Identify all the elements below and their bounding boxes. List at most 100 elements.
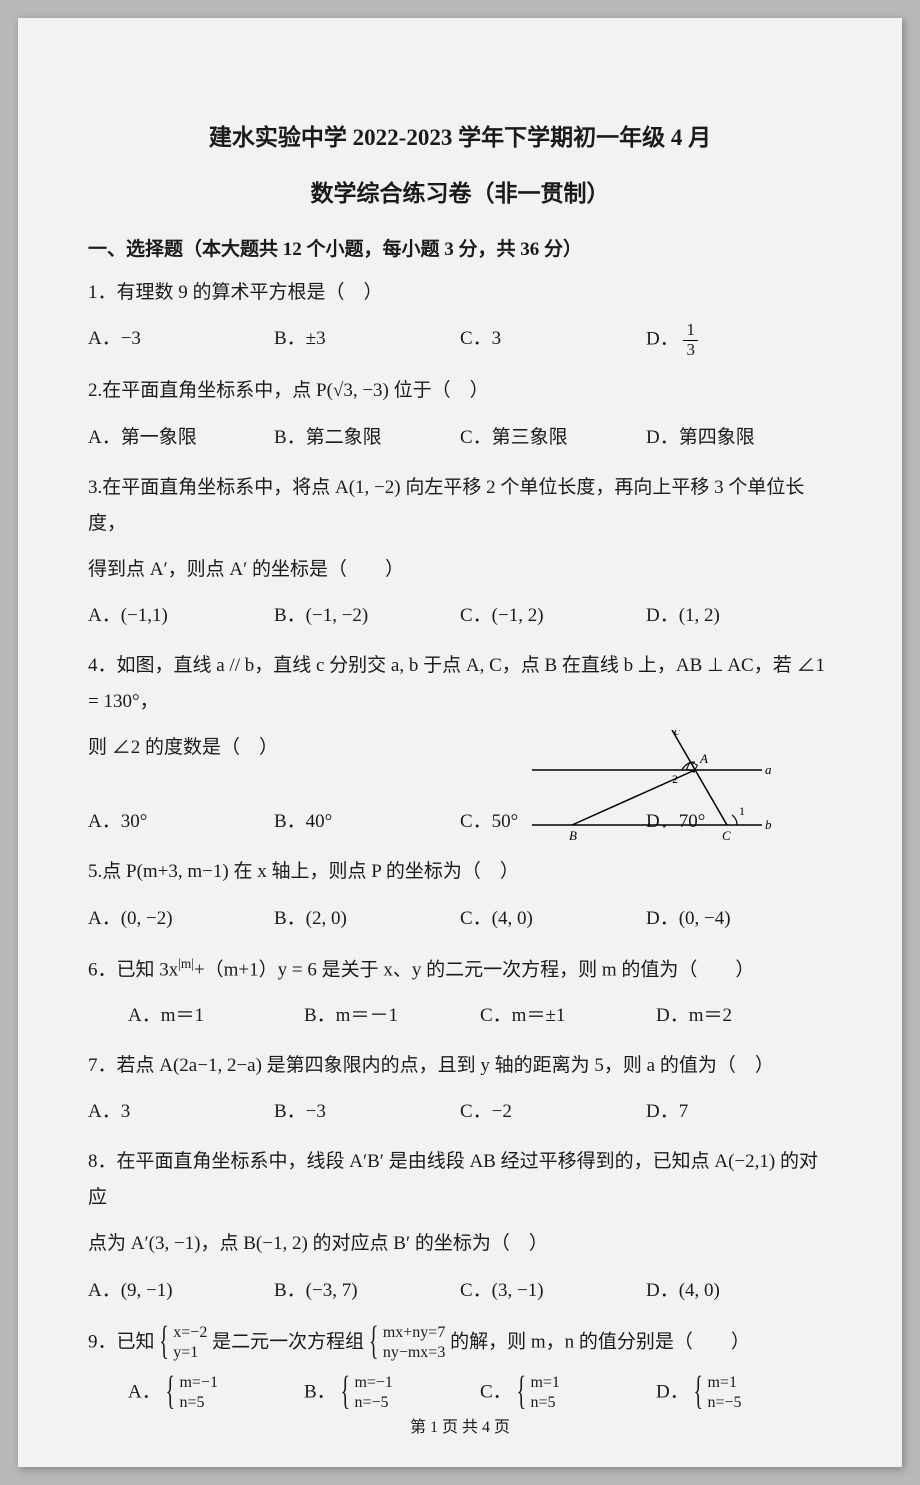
q4-diagram: c A a 2 B C b 1 <box>522 730 772 845</box>
q9-c-r1: m=1 <box>530 1373 559 1393</box>
page-subtitle: 数学综合练习卷（非一贯制） <box>88 174 832 208</box>
q4-stem1: 4．如图，直线 a // b，直线 c 分别交 a, b 于点 A, C，点 B… <box>88 648 832 720</box>
q9-c-pre: C． <box>480 1381 512 1402</box>
q3-stem1: 3.在平面直角坐标系中，将点 A(1, −2) 向左平移 2 个单位长度，再向上… <box>88 470 832 542</box>
q7-opt-c: C．−2 <box>460 1094 646 1130</box>
q8-opt-b: B．(−3, 7) <box>274 1273 460 1309</box>
q1-opt-a: A．−3 <box>88 321 274 359</box>
q9-b-sys: m=−1 n=−5 <box>340 1373 393 1413</box>
q2-opt-d: D．第四象限 <box>646 420 832 456</box>
q1-d-prefix: D． <box>646 329 679 350</box>
q9-sys2: mx+ny=7 ny−mx=3 <box>369 1323 446 1363</box>
page-footer: 第 1 页 共 4 页 <box>18 1413 902 1437</box>
q5-opt-d: D．(0, −4) <box>646 901 832 937</box>
q6-opt-b: B．m＝－1 <box>304 998 480 1034</box>
fraction: 1 3 <box>683 321 698 359</box>
q9-b-r2: n=−5 <box>354 1393 393 1413</box>
q9-d-r1: m=1 <box>707 1373 741 1393</box>
q9-stem: 9．已知 x=−2 y=1 是二元一次方程组 mx+ny=7 ny−mx=3 的… <box>88 1323 832 1363</box>
q9-d-r2: n=−5 <box>707 1393 741 1413</box>
section-heading: 一、选择题（本大题共 12 个小题，每小题 3 分，共 36 分） <box>88 234 832 261</box>
q9-sys1-a: x=−2 <box>173 1323 207 1343</box>
q6-post: +（m+1）y = 6 是关于 x、y 的二元一次方程，则 m 的值为（ ） <box>194 959 754 980</box>
q4-opt-b: B．40° <box>274 804 460 840</box>
q1-opt-c: C．3 <box>460 321 646 359</box>
q3-opt-b: B．(−1, −2) <box>274 598 460 634</box>
page-title: 建水实验中学 2022-2023 学年下学期初一年级 4 月 <box>88 118 832 152</box>
q9-d-pre: D． <box>656 1381 689 1402</box>
q9-sys1-b: y=1 <box>173 1343 207 1363</box>
q9-b-pre: B． <box>304 1381 336 1402</box>
q8-options: A．(9, −1) B．(−3, 7) C．(3, −1) D．(4, 0) <box>88 1273 832 1309</box>
q6-opt-a: A．m＝1 <box>88 998 304 1034</box>
q3-options: A．(−1,1) B．(−1, −2) C．(−1, 2) D．(1, 2) <box>88 598 832 634</box>
q9-opt-b: B． m=−1 n=−5 <box>304 1373 480 1413</box>
q6-stem: 6．已知 3x|m|+（m+1）y = 6 是关于 x、y 的二元一次方程，则 … <box>88 951 832 988</box>
q2-opt-b: B．第二象限 <box>274 420 460 456</box>
q5-opt-b: B．(2, 0) <box>274 901 460 937</box>
q9-sys2-a: mx+ny=7 <box>383 1323 446 1343</box>
label-B: B <box>569 828 577 843</box>
q8-opt-d: D．(4, 0) <box>646 1273 832 1309</box>
q9-c-sys: m=1 n=5 <box>516 1373 559 1413</box>
q4-opt-a: A．30° <box>88 804 274 840</box>
q9-opt-c: C． m=1 n=5 <box>480 1373 656 1413</box>
label-c: c <box>674 730 680 738</box>
q1-opt-d: D． 1 3 <box>646 321 832 359</box>
q6-pre: 6．已知 3x <box>88 959 178 980</box>
q9-a-r2: n=5 <box>179 1393 218 1413</box>
q6-options: A．m＝1 B．m＝－1 C．m＝±1 D．m＝2 <box>88 998 832 1034</box>
q1-stem: 1．有理数 9 的算术平方根是（ ） <box>88 275 832 311</box>
q9-a-r1: m=−1 <box>179 1373 218 1393</box>
q7-opt-b: B．−3 <box>274 1094 460 1130</box>
label-b: b <box>765 817 772 832</box>
q9-d-sys: m=1 n=−5 <box>693 1373 741 1413</box>
q9-sys2-b: ny−mx=3 <box>383 1343 446 1363</box>
q8-opt-a: A．(9, −1) <box>88 1273 274 1309</box>
q6-sup: |m| <box>178 956 194 971</box>
q7-opt-d: D．7 <box>646 1094 832 1130</box>
q4-stem2-row: 则 ∠2 的度数是（ ） c A a 2 B C b 1 <box>88 730 832 766</box>
q9-a-sys: m=−1 n=5 <box>165 1373 218 1413</box>
q9-pre: 9．已知 <box>88 1331 155 1352</box>
q3-opt-c: C．(−1, 2) <box>460 598 646 634</box>
q9-mid2: 的解，则 m，n 的值分别是（ ） <box>450 1331 750 1352</box>
q5-options: A．(0, −2) B．(2, 0) C．(4, 0) D．(0, −4) <box>88 901 832 937</box>
q5-opt-a: A．(0, −2) <box>88 901 274 937</box>
q2-opt-a: A．第一象限 <box>88 420 274 456</box>
exam-page: 建水实验中学 2022-2023 学年下学期初一年级 4 月 数学综合练习卷（非… <box>18 18 902 1467</box>
q7-stem: 7．若点 A(2a−1, 2−a) 是第四象限内的点，且到 y 轴的距离为 5，… <box>88 1048 832 1084</box>
q2-opt-c: C．第三象限 <box>460 420 646 456</box>
q9-options: A． m=−1 n=5 B． m=−1 n=−5 C． m=1 n=5 D． m… <box>88 1373 832 1413</box>
q4-stem2: 则 ∠2 的度数是（ ） <box>88 737 278 758</box>
label-C: C <box>722 828 731 843</box>
q5-opt-c: C．(4, 0) <box>460 901 646 937</box>
q1-options: A．−3 B．±3 C．3 D． 1 3 <box>88 321 832 359</box>
q8-stem1: 8．在平面直角坐标系中，线段 A′B′ 是由线段 AB 经过平移得到的，已知点 … <box>88 1144 832 1216</box>
q7-opt-a: A．3 <box>88 1094 274 1130</box>
q3-opt-d: D．(1, 2) <box>646 598 832 634</box>
label-2: 2 <box>672 772 678 786</box>
q9-a-pre: A． <box>128 1381 161 1402</box>
label-A: A <box>699 751 708 766</box>
q5-stem: 5.点 P(m+3, m−1) 在 x 轴上，则点 P 的坐标为（ ） <box>88 854 832 890</box>
q1-opt-b: B．±3 <box>274 321 460 359</box>
label-1: 1 <box>739 804 745 818</box>
q9-c-r2: n=5 <box>530 1393 559 1413</box>
q9-mid1: 是二元一次方程组 <box>212 1331 364 1352</box>
q9-opt-d: D． m=1 n=−5 <box>656 1373 832 1413</box>
q9-opt-a: A． m=−1 n=5 <box>88 1373 304 1413</box>
q3-opt-a: A．(−1,1) <box>88 598 274 634</box>
q9-b-r1: m=−1 <box>354 1373 393 1393</box>
q6-opt-c: C．m＝±1 <box>480 998 656 1034</box>
q7-options: A．3 B．−3 C．−2 D．7 <box>88 1094 832 1130</box>
q9-sys1: x=−2 y=1 <box>159 1323 207 1363</box>
q3-stem2: 得到点 A′，则点 A′ 的坐标是（ ） <box>88 552 832 588</box>
frac-den: 3 <box>683 341 698 360</box>
frac-num: 1 <box>683 321 698 341</box>
q6-opt-d: D．m＝2 <box>656 998 832 1034</box>
q8-opt-c: C．(3, −1) <box>460 1273 646 1309</box>
q2-options: A．第一象限 B．第二象限 C．第三象限 D．第四象限 <box>88 420 832 456</box>
label-a: a <box>765 762 772 777</box>
q8-stem2: 点为 A′(3, −1)，点 B(−1, 2) 的对应点 B′ 的坐标为（ ） <box>88 1226 832 1262</box>
